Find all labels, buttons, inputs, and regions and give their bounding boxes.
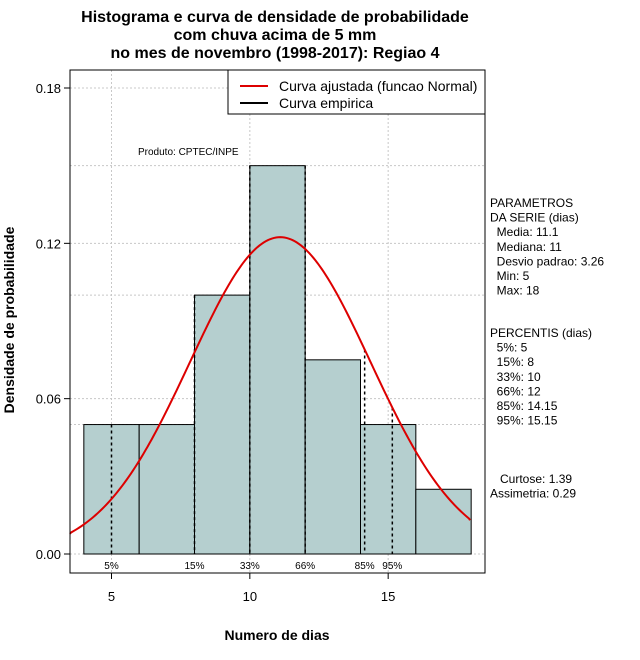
percentiles-line: PERCENTIS (dias) — [490, 326, 592, 340]
parameters-line: Max: 18 — [490, 284, 540, 298]
y-axis-label: Densidade de probabilidade — [1, 226, 17, 413]
percentiles-line: 66%: 12 — [490, 384, 541, 398]
x-tick-label: 5 — [108, 589, 115, 604]
legend-label: Curva empirica — [279, 95, 373, 111]
percentile-label: 5% — [104, 561, 119, 572]
percentiles-line: 5%: 5 — [490, 341, 528, 355]
chart-title: Histograma e curva de densidade de proba… — [81, 9, 469, 62]
percentiles-line: 33%: 10 — [490, 370, 541, 384]
percentiles-line: 15%: 8 — [490, 355, 534, 369]
percentile-markers: 5% 15% 33% 66% 85% 95% — [104, 165, 402, 572]
parameters-line: PARAMETROS — [490, 196, 573, 210]
parameters-line: Desvio padrao: 3.26 — [490, 254, 604, 268]
source-note: Produto: CPTEC/INPE — [138, 147, 239, 158]
title-line: com chuva acima de 5 mm — [174, 27, 377, 44]
percentile-label: 33% — [240, 561, 260, 572]
x-tick-label: 15 — [381, 589, 395, 604]
axes: 5 10 15 0.00 0.06 0.12 0.18 — [36, 81, 396, 604]
histogram-bar — [138, 424, 196, 555]
percentile-label: 15% — [184, 561, 204, 572]
parameters-line: Min: 5 — [490, 269, 530, 283]
histogram-bar — [360, 424, 417, 555]
parameters-line: Media: 11.1 — [490, 225, 559, 239]
parameters-line: Mediana: 11 — [490, 240, 562, 254]
parameters-line: DA SERIE (dias) — [490, 211, 579, 225]
histogram-bar — [415, 488, 472, 555]
legend-box — [227, 69, 486, 115]
y-tick-label: 0.00 — [36, 547, 61, 562]
title-line: Histograma e curva de densidade de proba… — [81, 9, 469, 26]
normal-curve-line — [69, 236, 471, 535]
legend-label: Curva ajustada (funcao Normal) — [279, 78, 477, 94]
histogram-bar — [83, 424, 140, 555]
legend: Curva ajustada (funcao Normal)Curva empi… — [227, 69, 486, 115]
y-tick-label: 0.12 — [36, 236, 61, 251]
percentile-label: 66% — [295, 561, 315, 572]
y-tick-label: 0.06 — [36, 392, 61, 407]
histogram-bars — [83, 165, 472, 555]
normal-curve — [69, 236, 471, 535]
title-line: no mes de novembro (1998-2017): Regiao 4 — [111, 45, 440, 62]
x-tick-label: 10 — [243, 589, 257, 604]
histogram-bar — [249, 165, 306, 555]
y-tick-label: 0.18 — [36, 81, 61, 96]
shape-stat-line: Curtose: 1.39 — [490, 472, 572, 486]
shape-stat-line: Assimetria: 0.29 — [490, 487, 576, 501]
percentiles-line: 95%: 15.15 — [490, 414, 558, 428]
percentile-label: 85% — [355, 561, 375, 572]
percentiles-line: 85%: 14.15 — [490, 399, 558, 413]
percentile-label: 95% — [382, 561, 402, 572]
x-axis-label: Numero de dias — [224, 627, 329, 643]
histogram-bar — [304, 359, 361, 555]
